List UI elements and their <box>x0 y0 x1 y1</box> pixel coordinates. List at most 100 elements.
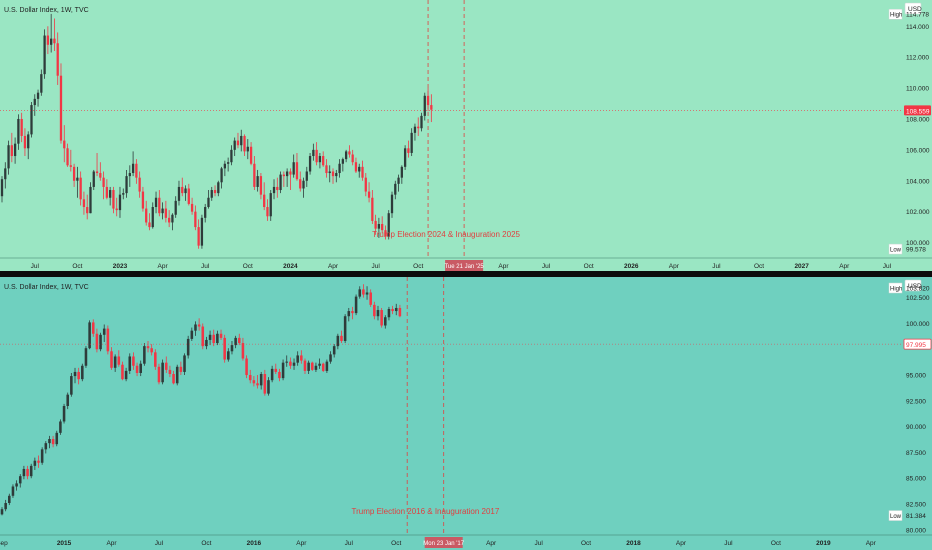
candle-body[interactable] <box>200 217 204 246</box>
candle-body[interactable] <box>311 362 314 370</box>
candle-body[interactable] <box>240 135 243 146</box>
candle-body[interactable] <box>117 356 121 365</box>
candle-body[interactable] <box>367 191 371 198</box>
candle-body[interactable] <box>276 186 279 191</box>
candle-body[interactable] <box>249 146 253 164</box>
bottom-chart-pane[interactable]: 97.995 102.500 100.000 95.000 92.500 90.000 87… <box>0 277 932 550</box>
candle-body[interactable] <box>387 308 391 318</box>
candle-body[interactable] <box>230 149 233 163</box>
candle-body[interactable] <box>4 168 7 180</box>
candle-body[interactable] <box>233 140 236 150</box>
candle-body[interactable] <box>208 334 212 340</box>
candle-body[interactable] <box>351 311 354 314</box>
candle-body[interactable] <box>59 421 62 433</box>
candle-body[interactable] <box>145 208 148 223</box>
candle-body[interactable] <box>204 207 207 218</box>
candle-body[interactable] <box>143 346 146 364</box>
candle-body[interactable] <box>20 118 23 136</box>
candle-body[interactable] <box>99 334 102 350</box>
candle-body[interactable] <box>314 365 318 370</box>
candle-body[interactable] <box>325 361 329 371</box>
candle-body[interactable] <box>420 115 423 129</box>
candle-body[interactable] <box>76 177 79 181</box>
candle-body[interactable] <box>318 156 322 163</box>
candle-body[interactable] <box>70 376 73 395</box>
candle-body[interactable] <box>292 162 295 175</box>
candle-body[interactable] <box>66 394 69 406</box>
candle-body[interactable] <box>371 197 374 221</box>
candle-body[interactable] <box>201 326 205 347</box>
candle-body[interactable] <box>30 105 33 135</box>
candle-body[interactable] <box>95 171 99 174</box>
candle-body[interactable] <box>236 140 240 146</box>
candle-body[interactable] <box>364 177 367 192</box>
candle-body[interactable] <box>348 151 351 155</box>
candle-body[interactable] <box>390 194 394 214</box>
candle-body[interactable] <box>40 74 43 93</box>
candle-body[interactable] <box>89 186 92 214</box>
candle-body[interactable] <box>302 180 305 189</box>
candle-body[interactable] <box>270 368 274 381</box>
candle-body[interactable] <box>248 375 252 381</box>
candle-body[interactable] <box>397 177 400 184</box>
candle-body[interactable] <box>410 132 413 153</box>
price-axis[interactable] <box>902 277 932 550</box>
candle-body[interactable] <box>245 358 248 376</box>
candle-body[interactable] <box>0 179 4 197</box>
candle-body[interactable] <box>115 208 118 211</box>
candle-body[interactable] <box>252 380 256 384</box>
candle-body[interactable] <box>335 173 338 177</box>
candle-body[interactable] <box>172 374 175 384</box>
candle-body[interactable] <box>384 317 387 326</box>
candle-body[interactable] <box>307 362 310 371</box>
candle-body[interactable] <box>358 166 361 172</box>
candle-body[interactable] <box>125 176 128 194</box>
candle-body[interactable] <box>272 186 276 194</box>
candle-body[interactable] <box>37 460 40 463</box>
candle-body[interactable] <box>347 311 351 317</box>
candle-body[interactable] <box>358 289 362 297</box>
candle-body[interactable] <box>403 148 407 167</box>
candle-body[interactable] <box>230 345 234 352</box>
candle-body[interactable] <box>138 177 141 192</box>
candle-body[interactable] <box>343 316 347 341</box>
candle-body[interactable] <box>279 174 282 191</box>
candle-body[interactable] <box>44 443 48 450</box>
candle-body[interactable] <box>171 214 174 223</box>
candle-body[interactable] <box>82 199 86 208</box>
candle-body[interactable] <box>340 335 343 341</box>
candle-body[interactable] <box>23 135 27 149</box>
candle-body[interactable] <box>243 135 246 152</box>
candle-body[interactable] <box>33 460 37 466</box>
candle-body[interactable] <box>259 176 263 195</box>
candle-body[interactable] <box>341 159 344 164</box>
candle-body[interactable] <box>158 197 161 214</box>
candle-body[interactable] <box>135 365 139 373</box>
candle-body[interactable] <box>51 439 55 445</box>
candle-body[interactable] <box>66 148 69 166</box>
candle-body[interactable] <box>59 75 63 141</box>
candle-body[interactable] <box>430 105 433 110</box>
currency-button[interactable] <box>904 279 922 292</box>
candle-body[interactable] <box>194 211 197 228</box>
candle-body[interactable] <box>50 38 53 45</box>
candle-body[interactable] <box>164 362 168 370</box>
candle-body[interactable] <box>426 95 430 106</box>
candle-body[interactable] <box>398 307 402 317</box>
candle-body[interactable] <box>369 292 372 305</box>
candle-body[interactable] <box>384 230 387 237</box>
candle-body[interactable] <box>154 352 157 367</box>
candle-body[interactable] <box>190 203 194 212</box>
candle-body[interactable] <box>113 356 117 368</box>
candle-body[interactable] <box>318 363 321 366</box>
candle-body[interactable] <box>312 149 315 157</box>
candle-body[interactable] <box>227 351 230 360</box>
candle-body[interactable] <box>29 465 33 477</box>
candle-body[interactable] <box>263 194 266 208</box>
candle-body[interactable] <box>226 162 230 164</box>
candle-body[interactable] <box>354 162 358 172</box>
candle-body[interactable] <box>167 217 171 223</box>
candle-body[interactable] <box>394 307 398 312</box>
candle-body[interactable] <box>46 35 50 45</box>
candle-body[interactable] <box>374 220 377 229</box>
